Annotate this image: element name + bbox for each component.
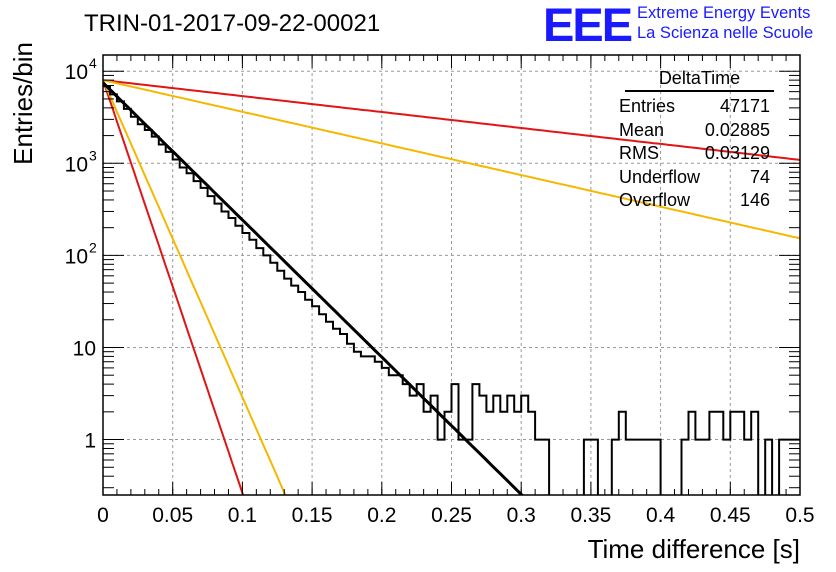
y-tick-label: 1 [84, 430, 96, 453]
x-tick-label: 0 [97, 504, 109, 527]
x-tick-label: 0.15 [292, 504, 333, 527]
stats-label: RMS [619, 143, 659, 163]
x-tick-label: 0.4 [646, 504, 676, 527]
fit-curve-fit [103, 81, 525, 495]
x-tick-label: 0.5 [785, 504, 814, 527]
y-tick-label: 10 [65, 61, 88, 84]
chart-title: TRIN-01-2017-09-22-00021 [84, 10, 381, 37]
logo-line-2: La Scienza nelle Scuole [637, 24, 814, 42]
stats-value: 0.03129 [704, 143, 770, 163]
stats-row: RMS 0.03129 [613, 142, 778, 166]
stats-row: Underflow 74 [613, 166, 778, 190]
y-axis-label: Entries/bin [8, 42, 38, 165]
stats-row: Mean 0.02885 [613, 119, 778, 143]
stats-row: Overflow 146 [613, 189, 778, 213]
fit-curve-red-steep [103, 79, 245, 495]
stats-value: 146 [739, 190, 770, 210]
stats-title: DeltaTime [625, 68, 774, 92]
y-tick-label: 10 [73, 337, 96, 360]
stats-box: DeltaTime Entries 47171 Mean 0.02885 RMS… [613, 68, 778, 213]
histogram [103, 85, 800, 495]
fit-curve-orange-steep [103, 79, 287, 495]
stats-value: 0.02885 [704, 119, 770, 140]
x-axis-label: Time difference [s] [588, 534, 800, 564]
y-tick-label: 10 [65, 245, 88, 268]
x-tick-label: 0.2 [367, 504, 396, 527]
y-tick-exponent: 3 [89, 147, 97, 163]
stats-label: Overflow [619, 190, 691, 210]
stats-label: Underflow [619, 166, 701, 187]
stats-value: 74 [749, 166, 770, 187]
x-axis: 0 0.05 0.1 0.15 0.2 0.25 0.3 0.35 0.4 0.45 0.5 [97, 55, 815, 527]
y-tick-exponent: 4 [89, 55, 97, 71]
x-tick-label: 0.05 [152, 504, 193, 527]
stats-label: Mean [619, 119, 665, 140]
x-tick-label: 0.1 [228, 504, 257, 527]
stats-label: Entries [619, 96, 676, 116]
stats-value: 47171 [719, 96, 770, 116]
histogram-steps [103, 85, 800, 495]
grid [103, 55, 800, 495]
x-tick-label: 0.45 [710, 504, 751, 527]
stats-row: Entries 47171 [613, 95, 778, 119]
x-tick-label: 0.25 [431, 504, 472, 527]
fit-curve-red-shallow [103, 79, 800, 161]
x-tick-label: 0.3 [507, 504, 536, 527]
fit-curves [103, 79, 800, 495]
y-tick-label: 10 [65, 153, 88, 176]
y-tick-exponent: 2 [89, 239, 97, 255]
fit-curve-orange-shallow [103, 79, 800, 240]
logo-line-1: Extreme Energy Events [637, 4, 811, 22]
x-tick-label: 0.35 [570, 504, 611, 527]
logo-mark: EEE [543, 0, 633, 51]
